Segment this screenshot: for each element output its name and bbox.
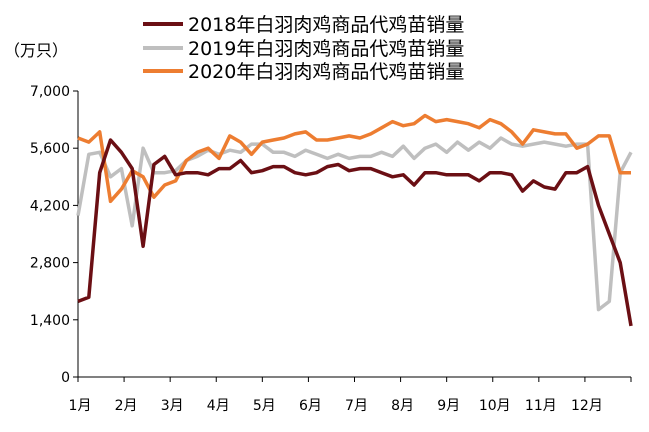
legend-item-2019: 2019年白羽肉鸡商品代鸡苗销量 bbox=[143, 38, 464, 60]
x-tick-label: 9月 bbox=[437, 398, 460, 414]
unit-label: （万只） bbox=[4, 41, 68, 60]
series-line-1 bbox=[76, 136, 633, 312]
x-tick-label: 2月 bbox=[115, 398, 138, 414]
x-tick-label: 12月 bbox=[571, 398, 603, 414]
legend-item-2020: 2020年白羽肉鸡商品代鸡苗销量 bbox=[143, 61, 464, 83]
y-tick-label: 7,000 bbox=[30, 84, 70, 100]
y-tick-label: 4,200 bbox=[30, 198, 70, 214]
y-tick-label: 5,600 bbox=[30, 141, 70, 157]
legend: 2018年白羽肉鸡商品代鸡苗销量 2019年白羽肉鸡商品代鸡苗销量 2020年白… bbox=[143, 14, 464, 83]
x-tick-label: 8月 bbox=[391, 398, 414, 414]
x-tick-label: 6月 bbox=[299, 398, 322, 414]
series-line-2 bbox=[77, 113, 631, 204]
y-tick-label: 1,400 bbox=[30, 313, 70, 329]
legend-label-2018: 2018年白羽肉鸡商品代鸡苗销量 bbox=[188, 14, 464, 36]
y-ticks: 0 1,400 2,800 4,200 5,600 7,000 bbox=[30, 84, 78, 386]
x-tick-label: 10月 bbox=[479, 398, 511, 414]
x-tick-label: 5月 bbox=[253, 398, 276, 414]
x-tick-label: 11月 bbox=[525, 398, 557, 414]
series-line-0 bbox=[77, 138, 633, 327]
x-ticks: 1月 2月 3月 4月 5月 6月 7月 8月 9月 10月 11月 12月 bbox=[69, 377, 632, 414]
x-tick-label: 1月 bbox=[69, 398, 92, 414]
y-tick-label: 2,800 bbox=[30, 256, 70, 272]
legend-label-2020: 2020年白羽肉鸡商品代鸡苗销量 bbox=[188, 61, 464, 83]
y-tick-label: 0 bbox=[61, 370, 70, 386]
series-lines bbox=[76, 113, 633, 327]
legend-label-2019: 2019年白羽肉鸡商品代鸡苗销量 bbox=[188, 38, 464, 60]
x-tick-label: 3月 bbox=[161, 398, 184, 414]
x-tick-label: 7月 bbox=[345, 398, 368, 414]
x-tick-label: 4月 bbox=[207, 398, 230, 414]
legend-item-2018: 2018年白羽肉鸡商品代鸡苗销量 bbox=[143, 14, 464, 36]
